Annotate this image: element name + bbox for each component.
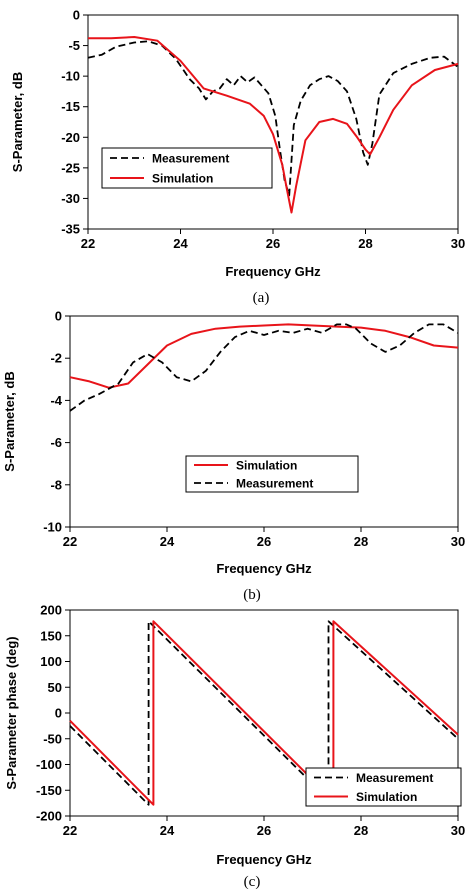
y-tick-label: 200 xyxy=(40,603,62,618)
y-tick-label: 0 xyxy=(55,706,62,721)
y-tick-label: -10 xyxy=(43,520,62,535)
legend-entry-measurement: Measurement xyxy=(356,771,433,785)
legend-box xyxy=(101,147,273,189)
x-tick-label: 26 xyxy=(257,823,271,838)
x-tick-label: 28 xyxy=(354,534,368,549)
x-tick-label: 26 xyxy=(266,236,280,251)
x-tick-label: 28 xyxy=(358,236,372,251)
y-axis-label: S-Parameter, dB xyxy=(10,72,25,172)
panel-caption: (c) xyxy=(244,874,261,890)
y-tick-label: -25 xyxy=(61,160,80,175)
series-line-simulation xyxy=(69,323,459,389)
x-axis-label: Frequency GHz xyxy=(216,561,312,576)
y-tick-label: -30 xyxy=(61,191,80,206)
legend-entry-simulation: Simulation xyxy=(236,459,297,473)
legend-box xyxy=(305,767,462,807)
x-tick-label: 22 xyxy=(63,823,77,838)
y-tick-label: -5 xyxy=(68,38,80,53)
series-line-measurement xyxy=(69,620,459,806)
series-line-simulation xyxy=(88,36,459,214)
y-tick-label: -200 xyxy=(36,809,62,824)
chart-panel-c: 22 24 26 28 30 200 150 100 50 0 -50 -100 -150 -200 Fre… xyxy=(4,603,465,890)
legend: Simulation Measurement xyxy=(185,455,359,493)
x-axis-label: Frequency GHz xyxy=(216,852,312,867)
legend-entry-measurement: Measurement xyxy=(152,152,229,166)
plot-frame xyxy=(69,315,459,528)
y-tick-label: -150 xyxy=(36,783,62,798)
y-tick-label: -4 xyxy=(50,393,62,408)
y-tick-label: 0 xyxy=(55,309,62,324)
y-tick-label: -35 xyxy=(61,222,80,237)
x-tick-label: 22 xyxy=(81,236,95,251)
panel-caption: (b) xyxy=(243,587,261,603)
x-tick-label: 24 xyxy=(160,534,175,549)
x-tick-label: 24 xyxy=(173,236,188,251)
plot-frame xyxy=(87,14,459,230)
y-tick-label: -15 xyxy=(61,99,80,114)
y-tick-label: -2 xyxy=(50,351,62,366)
y-axis-label: S-Parameter, dB xyxy=(2,371,17,471)
legend-entry-measurement: Measurement xyxy=(236,477,313,491)
x-tick-label: 28 xyxy=(354,823,368,838)
x-tick-label: 26 xyxy=(257,534,271,549)
chart-panel-b: 22 24 26 28 30 0 -2 -4 -6 -8 -10 Frequency GHz S-Par… xyxy=(2,309,465,604)
y-tick-label: -10 xyxy=(61,69,80,84)
y-tick-label: 150 xyxy=(40,628,62,643)
chart-panel-a: 22 24 26 28 30 0 -5 -10 -15 -20 -25 -30 -35 Frequency… xyxy=(10,8,465,307)
legend: Measurement Simulation xyxy=(305,767,462,807)
x-tick-label: 22 xyxy=(63,534,77,549)
y-tick-label: -6 xyxy=(50,435,62,450)
y-axis-label: S-Parameter phase (deg) xyxy=(4,636,19,789)
series-line-measurement xyxy=(69,323,459,412)
legend: Measurement Simulation xyxy=(101,147,273,189)
y-tick-label: -8 xyxy=(50,477,62,492)
y-tick-label: -50 xyxy=(43,731,62,746)
series-line-simulation xyxy=(69,620,459,806)
y-tick-label: 50 xyxy=(48,680,62,695)
y-tick-label: 0 xyxy=(73,8,80,23)
y-tick-label: -100 xyxy=(36,757,62,772)
panel-caption: (a) xyxy=(253,290,270,306)
y-tick-label: -20 xyxy=(61,130,80,145)
x-axis-label: Frequency GHz xyxy=(225,264,321,279)
x-tick-label: 30 xyxy=(451,534,465,549)
x-tick-label: 30 xyxy=(451,236,465,251)
legend-entry-simulation: Simulation xyxy=(356,790,417,804)
legend-box xyxy=(185,455,359,493)
y-tick-label: 100 xyxy=(40,654,62,669)
x-tick-label: 24 xyxy=(160,823,175,838)
legend-entry-simulation: Simulation xyxy=(152,172,213,186)
x-tick-label: 30 xyxy=(451,823,465,838)
